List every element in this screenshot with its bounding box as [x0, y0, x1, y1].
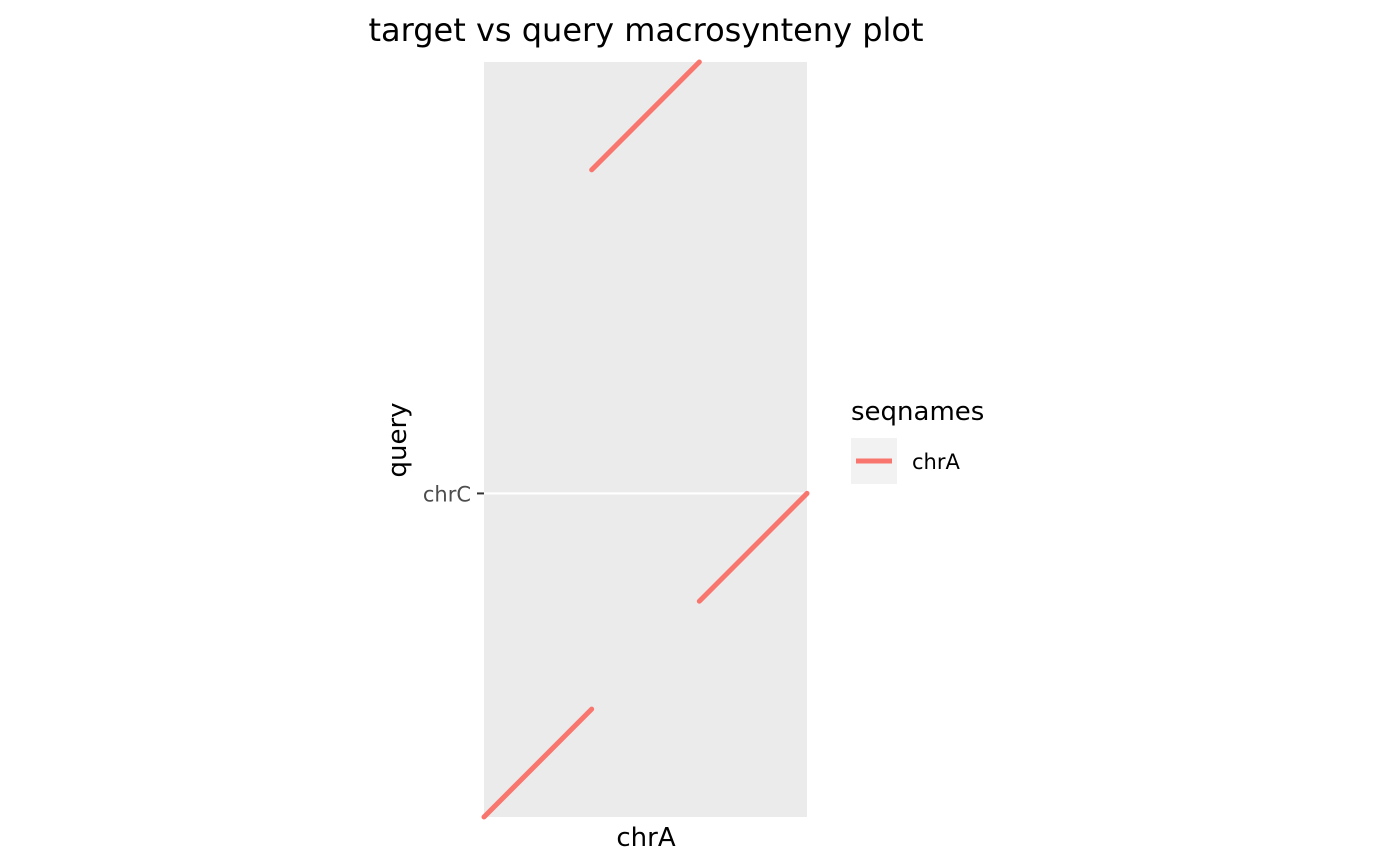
legend-label-0: chrA: [912, 450, 960, 474]
y-axis: chrC: [423, 482, 484, 506]
synteny-segment-0-0: [481, 706, 595, 820]
synteny-segment-0-1: [696, 490, 810, 604]
x-axis-title: chrA: [616, 823, 675, 853]
legend-entries: chrA: [851, 438, 960, 484]
chart-title: target vs query macrosynteny plot: [368, 11, 923, 49]
y-axis-title: query: [383, 402, 413, 477]
synteny-segment-0-2: [589, 59, 702, 173]
legend: seqnames chrA: [851, 397, 984, 484]
plot-panel: [481, 59, 810, 820]
legend-title: seqnames: [851, 397, 984, 427]
y-tick-label-0: chrC: [423, 482, 471, 506]
synteny-segments: [481, 59, 810, 820]
panel-background: [484, 62, 807, 817]
